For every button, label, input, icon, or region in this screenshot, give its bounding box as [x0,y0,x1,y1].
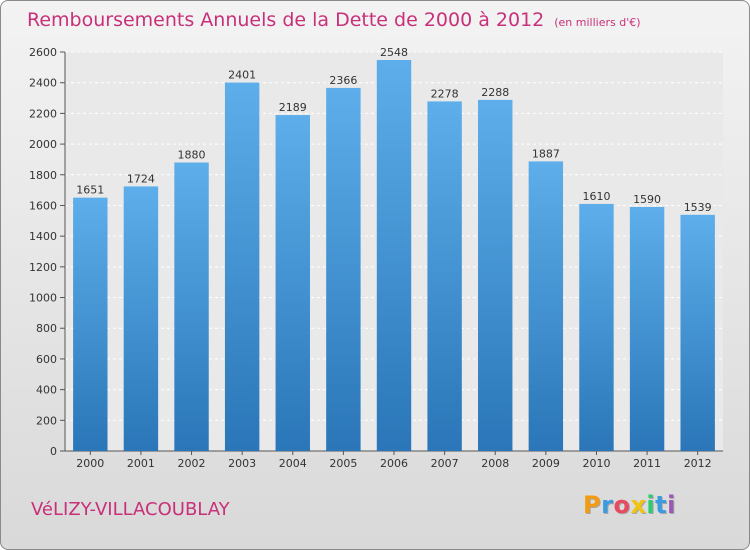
bar-2003 [224,82,260,451]
x-tick-label-2009: 2009 [532,457,560,470]
proxiti-logo: Proxiti [583,491,676,519]
x-tick-label-2000: 2000 [76,457,104,470]
y-tick-label: 200 [36,414,57,427]
value-label-2005: 2366 [329,74,357,87]
value-label-2010: 1610 [582,190,610,203]
x-tick-label-2005: 2005 [329,457,357,470]
logo-letter: x [630,491,647,519]
y-tick-label: 1800 [29,169,57,182]
bar-2006 [376,59,412,451]
bar-2007 [427,101,462,451]
labels: 0 200 400 600 800 1000 1200 1400 1600 1800 2000 220… [29,46,712,470]
bars [73,59,715,451]
y-tick-label: 0 [50,445,57,458]
y-tick-label: 2400 [29,77,57,90]
y-tick-label: 1200 [29,261,57,274]
y-tick-label: 1600 [29,199,57,212]
x-tick-label-2011: 2011 [633,457,661,470]
logo-letter: i [667,491,676,519]
x-tick-label-2007: 2007 [431,457,459,470]
y-tick-label: 2200 [29,107,57,120]
value-label-2008: 2288 [481,86,509,99]
value-label-2002: 1880 [178,148,206,161]
chart-title-text: Remboursements Annuels de la Dette de 20… [27,9,545,31]
chart-subtitle: (en milliers d'€) [554,16,641,29]
bar-2002 [174,162,209,451]
logo-letter: P [583,491,602,519]
value-label-2000: 1651 [76,184,104,197]
y-tick-label: 600 [36,353,57,366]
logo-letter: o [613,491,631,519]
value-label-2012: 1539 [684,201,712,214]
x-tick-label-2008: 2008 [481,457,509,470]
logo-letter: t [655,491,668,519]
chart-title: Remboursements Annuels de la Dette de 20… [27,9,641,31]
commune-name: VéLIZY-VILLACOUBLAY [31,499,230,520]
logo-letter: r [601,491,614,519]
value-label-2009: 1887 [532,147,560,160]
value-label-2006: 2548 [380,46,408,59]
value-label-2001: 1724 [127,172,155,185]
logo-letter: i [646,491,656,519]
bar-2012 [680,214,715,451]
bar-2011 [629,206,665,451]
x-tick-label-2006: 2006 [380,457,408,470]
bar-2005 [326,87,361,451]
y-tick-label: 800 [36,322,57,335]
x-tick-label-2004: 2004 [279,457,307,470]
x-tick-label-2010: 2010 [582,457,610,470]
x-tick-label-2003: 2003 [228,457,256,470]
value-label-2007: 2278 [431,87,459,100]
y-tick-label: 1400 [29,230,57,243]
x-tick-label-2002: 2002 [178,457,206,470]
y-tick-label: 400 [36,384,57,397]
bar-2009 [528,161,564,451]
y-tick-label: 1000 [29,292,57,305]
bar-2000 [73,197,108,451]
value-label-2011: 1590 [633,193,661,206]
bar-2008 [478,99,513,451]
bar-2010 [579,203,614,451]
y-tick-label: 2600 [29,46,57,59]
bar-2004 [275,115,310,451]
x-tick-label-2012: 2012 [684,457,712,470]
value-label-2003: 2401 [228,69,256,82]
x-tick-label-2001: 2001 [127,457,155,470]
value-label-2004: 2189 [279,101,307,114]
bar-2001 [123,186,159,451]
y-tick-label: 2000 [29,138,57,151]
